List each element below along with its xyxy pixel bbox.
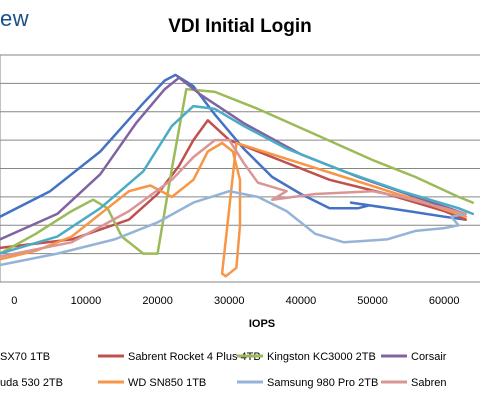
series-line-6 <box>0 141 467 278</box>
chart-title: VDI Initial Login <box>168 16 312 37</box>
x-tick-label: 10000 <box>71 295 102 307</box>
series-line-1 <box>0 73 467 221</box>
x-tick-label: 0 <box>11 295 17 307</box>
x-tick-label: 50000 <box>357 295 388 307</box>
legend-label: Kingston KC3000 2TB <box>267 351 376 363</box>
x-tick-labels: 0 10000 20000 30000 40000 50000 60000 <box>11 295 459 307</box>
legend-entry: Kingston KC3000 2TB <box>237 351 376 363</box>
legend-entry: WD SN850 1TB <box>98 377 206 389</box>
series-line-5 <box>0 104 475 255</box>
series-layer <box>0 73 475 278</box>
x-tick-label: 60000 <box>429 295 460 307</box>
legend-entry: Sabrent Rocket 4 Plus 4TB <box>98 351 261 363</box>
legend-label: SX70 1TB <box>0 351 50 363</box>
x-tick-label: 20000 <box>142 295 173 307</box>
x-tick-label: 40000 <box>286 295 317 307</box>
series-line-7 <box>0 189 467 267</box>
legend-entry: Corsair <box>381 351 447 363</box>
series-line-4 <box>0 76 467 241</box>
series-line-8 <box>0 138 467 258</box>
legend-entry: Samsung 980 Pro 2TB <box>237 377 378 389</box>
legend-entry: SX70 1TB <box>0 351 50 363</box>
legend: SX70 1TB Sabrent Rocket 4 Plus 4TB Kingsto… <box>0 351 447 389</box>
legend-label: Sabrent Rocket 4 Plus 4TB <box>128 351 261 363</box>
legend-entry: Sabren <box>381 377 446 389</box>
legend-label: WD SN850 1TB <box>128 377 206 389</box>
x-axis-label: IOPS <box>249 318 275 330</box>
legend-label: Sabren <box>411 377 446 389</box>
series-line-3 <box>0 87 475 255</box>
legend-label: uda 530 2TB <box>0 377 63 389</box>
legend-label: Samsung 980 Pro 2TB <box>267 377 378 389</box>
legend-label: Corsair <box>411 351 447 363</box>
brand-logo-text: ew <box>0 6 30 31</box>
legend-entry: uda 530 2TB <box>0 377 63 389</box>
x-tick-label: 30000 <box>214 295 245 307</box>
